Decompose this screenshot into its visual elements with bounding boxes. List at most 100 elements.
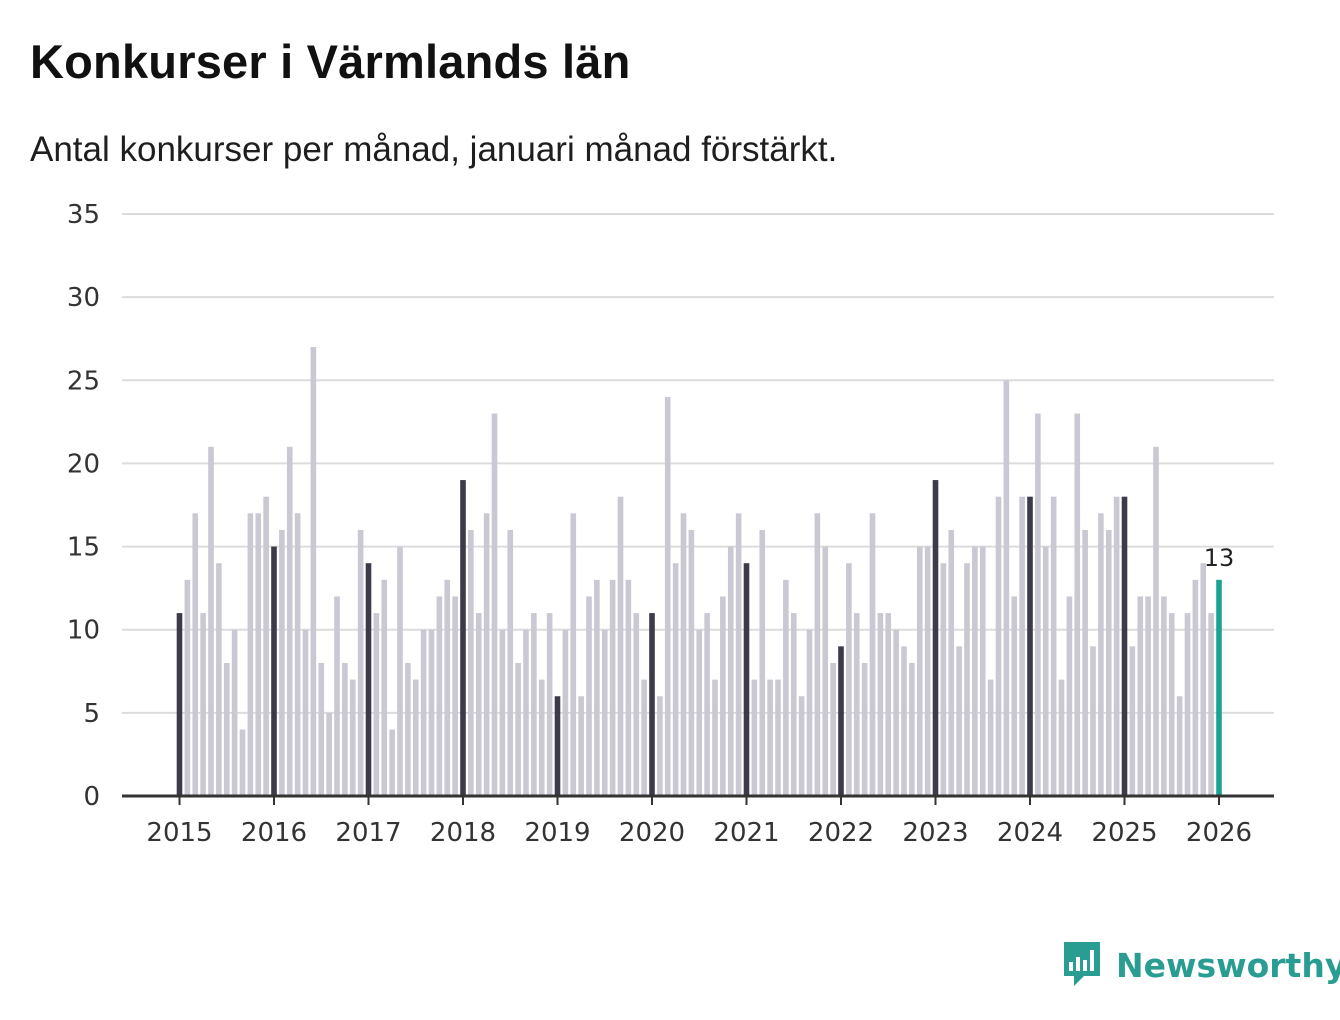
bar-2020-02 (657, 696, 663, 796)
bar-2022-07 (885, 613, 892, 796)
bar-2017-01 (365, 563, 372, 796)
chart-title: Konkurser i Värmlands län (30, 35, 631, 88)
bar-2017-08 (420, 629, 427, 796)
brand-name: Newsworthy (1116, 945, 1340, 985)
bar-2023-04 (956, 646, 962, 796)
bar-2019-05 (586, 596, 592, 796)
bar-2022-02 (846, 563, 852, 796)
bar-2024-04 (1050, 496, 1057, 796)
bar-2018-04 (483, 513, 490, 796)
bar-2017-04 (389, 729, 395, 796)
bar-2015-07 (223, 662, 230, 796)
bar-2021-04 (767, 679, 773, 796)
bar-2019-08 (609, 579, 616, 796)
bar-2026-01 (1216, 579, 1222, 796)
bar-2021-06 (783, 579, 789, 796)
bar-2019-06 (594, 579, 600, 796)
y-tick-label: 35 (67, 200, 100, 230)
bar-2019-09 (617, 496, 624, 796)
bar-2019-10 (625, 579, 632, 796)
bar-2021-03 (759, 529, 766, 796)
bar-2024-02 (1035, 413, 1041, 796)
bar-2021-07 (790, 613, 797, 796)
bar-2024-03 (1042, 546, 1049, 796)
bar-2015-01 (176, 613, 183, 796)
x-tick-label: 2023 (902, 818, 968, 848)
bar-2025-12 (1208, 613, 1214, 796)
bar-2022-03 (853, 613, 860, 796)
bar-2025-11 (1200, 563, 1207, 796)
bar-2023-08 (987, 679, 994, 796)
y-tick-label: 30 (67, 283, 100, 313)
bar-2015-06 (216, 563, 222, 796)
y-tick-label: 20 (67, 449, 100, 479)
bar-2017-10 (436, 596, 443, 796)
bar-2022-09 (901, 646, 907, 796)
bar-2023-07 (979, 546, 986, 796)
bar-2018-10 (531, 613, 537, 796)
bar-2023-11 (1011, 596, 1018, 796)
bar-2018-07 (507, 529, 514, 796)
bar-2017-03 (381, 579, 388, 796)
bar-2021-12 (830, 662, 836, 796)
bar-2024-07 (1074, 413, 1081, 796)
x-tick-label: 2025 (1091, 818, 1157, 848)
bar-2018-11 (538, 679, 545, 796)
newsworthy-logo-icon (1064, 942, 1100, 986)
bar-2023-09 (995, 496, 1002, 796)
bar-2021-09 (806, 629, 813, 796)
bar-2016-05 (302, 629, 309, 796)
bar-2017-02 (373, 613, 380, 796)
bar-2024-09 (1090, 646, 1096, 796)
bar-2021-05 (775, 679, 781, 796)
bar-2021-01 (743, 563, 750, 796)
bar-2023-05 (964, 563, 970, 796)
bar-2015-09 (239, 729, 246, 796)
bar-2025-05 (1153, 446, 1159, 796)
bar-2021-10 (814, 513, 821, 796)
bar-2021-02 (751, 679, 758, 796)
bar-2024-10 (1098, 513, 1104, 796)
bar-2022-11 (916, 546, 923, 796)
brand: Newsworthy (1062, 940, 1340, 990)
bar-2019-01 (554, 696, 561, 796)
bar-2020-12 (735, 513, 742, 796)
bar-2019-12 (641, 679, 647, 796)
x-axis-ticks: 2015 2016 2017 2018 2019 2020 2021 2022 2023 2024… (146, 796, 1252, 848)
bar-2020-05 (680, 513, 687, 796)
bar-2024-06 (1066, 596, 1073, 796)
bar-2020-11 (727, 546, 734, 796)
y-tick-label: 25 (67, 366, 100, 396)
bar-2016-06 (310, 347, 317, 796)
bar-2022-06 (877, 613, 884, 796)
x-tick-label: 2020 (619, 818, 685, 848)
bar-2016-02 (279, 529, 285, 796)
bar-2023-10 (1003, 380, 1010, 796)
bar-2023-12 (1019, 496, 1025, 796)
bar-2015-04 (200, 613, 206, 796)
bar-2024-08 (1082, 529, 1088, 796)
bar-2024-12 (1113, 496, 1120, 796)
bar-2022-08 (893, 629, 899, 796)
bar-2020-10 (720, 596, 726, 796)
bars (176, 347, 1222, 796)
bar-2024-01 (1027, 496, 1033, 796)
x-tick-label: 2016 (241, 818, 307, 848)
bar-2018-01 (460, 480, 466, 796)
bar-2015-12 (263, 496, 269, 796)
bar-2020-03 (664, 396, 671, 796)
bar-2023-01 (932, 480, 939, 796)
bar-2017-05 (397, 546, 403, 796)
bar-2020-08 (704, 613, 710, 796)
x-tick-label: 2017 (335, 818, 401, 848)
bar-2023-03 (948, 529, 955, 796)
bar-2024-11 (1105, 529, 1112, 796)
bar-2016-03 (286, 446, 293, 796)
bar-2023-06 (972, 546, 978, 796)
bar-2022-04 (861, 662, 868, 796)
bar-2025-07 (1168, 613, 1175, 796)
x-tick-label: 2019 (524, 818, 590, 848)
bar-2019-04 (578, 696, 584, 796)
bar-2025-09 (1184, 613, 1191, 796)
